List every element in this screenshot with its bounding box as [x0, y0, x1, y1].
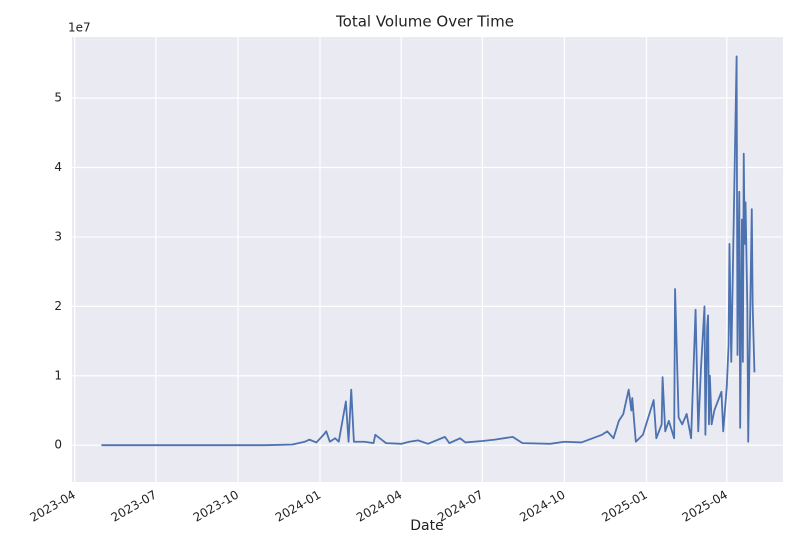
x-tick-label: 2024-10 [517, 488, 567, 525]
y-tick-label: 0 [54, 438, 62, 452]
x-tick-label: 2025-01 [599, 488, 649, 525]
y-tick-label: 2 [54, 299, 62, 313]
x-tick-label: 2023-04 [28, 488, 78, 525]
x-tick-label: 2023-10 [191, 488, 241, 525]
x-tick-label: 2025-04 [680, 488, 730, 525]
y-tick-label: 1 [54, 368, 62, 382]
x-axis-label: Date [410, 518, 443, 534]
plot-area [72, 37, 783, 482]
y-tick-label: 3 [54, 229, 62, 243]
chart-title: Total Volume Over Time [335, 13, 514, 31]
data-line [101, 55, 756, 447]
y-tick-label: 4 [54, 160, 62, 174]
x-tick-label: 2024-04 [354, 488, 404, 525]
y-tick-label: 5 [54, 91, 62, 105]
y-offset-label: 1e7 [68, 21, 91, 35]
x-tick-label: 2023-07 [109, 488, 159, 525]
x-tick-label: 2024-01 [273, 488, 323, 525]
x-tick-label: 2024-07 [435, 488, 485, 525]
